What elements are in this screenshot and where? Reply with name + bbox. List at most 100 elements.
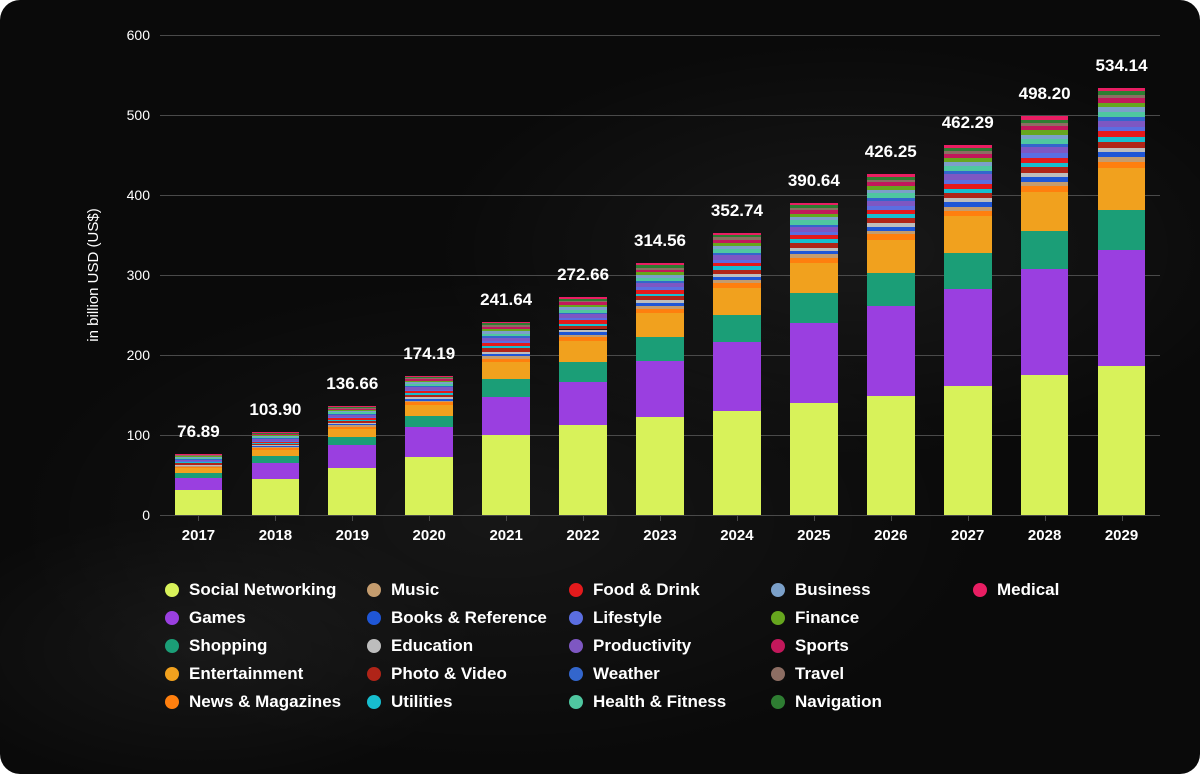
bar-total-label: 534.14: [1096, 56, 1148, 76]
bar-segment: [482, 397, 530, 435]
bar-segment: [1021, 167, 1069, 173]
legend-item: Finance: [771, 608, 963, 628]
bar-segment: [1098, 157, 1146, 162]
bar-segment: [1021, 163, 1069, 167]
x-tick-mark: [891, 515, 892, 521]
bar-segment: [482, 325, 530, 327]
bar-segment: [636, 278, 684, 281]
bar-segment: [1098, 142, 1146, 148]
bar-segment: [1021, 147, 1069, 153]
x-tick-label: 2020: [413, 527, 446, 544]
x-tick-mark: [583, 515, 584, 521]
plot-area: 0100200300400500600201776.892018103.9020…: [160, 35, 1160, 515]
bar-segment: [175, 454, 223, 455]
legend-label: Productivity: [593, 636, 691, 656]
bar-segment: [252, 446, 300, 447]
bar-segment: [636, 283, 684, 287]
bar-segment: [252, 439, 300, 441]
bar-segment: [328, 437, 376, 445]
bar-column: 201776.89: [175, 35, 223, 515]
bar-segment: [713, 288, 761, 315]
bar-segment: [175, 462, 223, 463]
bar-segment: [867, 223, 915, 227]
legend-label: Finance: [795, 608, 859, 628]
bar-column: 2018103.90: [252, 35, 300, 515]
bar-segment: [559, 310, 607, 313]
bar-segment: [790, 205, 838, 208]
bar-segment: [252, 443, 300, 444]
legend-label: Utilities: [391, 692, 452, 712]
bar-segment: [252, 432, 300, 433]
bar-segment: [790, 258, 838, 263]
bar-segment: [175, 461, 223, 462]
bar-segment: [175, 473, 223, 478]
bar-total-label: 103.90: [249, 400, 301, 420]
bar-segment: [559, 307, 607, 309]
bar-segment: [713, 277, 761, 280]
bar-segment: [328, 417, 376, 418]
x-tick-label: 2019: [336, 527, 369, 544]
bar-segment: [790, 251, 838, 255]
bar-segment: [252, 442, 300, 443]
bar-segment: [252, 441, 300, 442]
bar-segment: [175, 455, 223, 456]
y-tick-label: 300: [127, 267, 150, 283]
x-tick-mark: [1122, 515, 1123, 521]
bar-segment: [867, 218, 915, 223]
bar-segment: [1098, 366, 1146, 515]
bar-segment: [713, 233, 761, 235]
bar-segment: [328, 418, 376, 420]
bar-segment: [482, 346, 530, 348]
bar-segment: [867, 190, 915, 194]
bar-segment: [328, 412, 376, 414]
bar-segment: [482, 354, 530, 356]
bar-segment: [1098, 162, 1146, 168]
bar-total-label: 390.64: [788, 171, 840, 191]
bar-segment: [252, 463, 300, 479]
bar-segment: [328, 406, 376, 407]
bar-segment: [559, 313, 607, 315]
bar-segment: [944, 289, 992, 386]
bar-segment: [1098, 168, 1146, 210]
legend-swatch: [569, 583, 583, 597]
legend-swatch: [771, 639, 785, 653]
bar-segment: [1098, 131, 1146, 137]
legend-swatch: [569, 695, 583, 709]
bar-segment: [867, 240, 915, 273]
bar-segment: [405, 397, 453, 399]
bar-segment: [867, 201, 915, 206]
bar-segment: [559, 314, 607, 318]
y-axis-title: in billion USD (US$): [85, 208, 102, 341]
bar-segment: [713, 342, 761, 410]
legend-label: Weather: [593, 664, 660, 684]
bar-segment: [328, 445, 376, 468]
legend-swatch: [367, 695, 381, 709]
bar-segment: [482, 435, 530, 515]
bar-segment: [713, 240, 761, 243]
bar-segment: [405, 391, 453, 393]
legend-swatch: [165, 695, 179, 709]
bar-segment: [175, 468, 223, 473]
bar-segment: [1021, 144, 1069, 147]
legend-item: Utilities: [367, 692, 559, 712]
x-tick-mark: [968, 515, 969, 521]
bar-segment: [559, 362, 607, 382]
bar-segment: [1021, 375, 1069, 515]
x-tick-label: 2024: [720, 527, 753, 544]
bar-segment: [944, 386, 992, 515]
bar-segment: [944, 216, 992, 253]
bar-segment: [328, 415, 376, 417]
x-tick-mark: [429, 515, 430, 521]
bar-segment: [790, 243, 838, 248]
bar-segment: [636, 313, 684, 337]
bar-segment: [636, 294, 684, 297]
legend-swatch: [771, 695, 785, 709]
bar-segment: [559, 302, 607, 304]
legend-swatch: [771, 667, 785, 681]
legend-item: Shopping: [165, 636, 357, 656]
legend-swatch: [165, 639, 179, 653]
legend-item: Navigation: [771, 692, 963, 712]
bar-segment: [559, 382, 607, 426]
bar-segment: [636, 309, 684, 313]
bar-segment: [790, 323, 838, 403]
